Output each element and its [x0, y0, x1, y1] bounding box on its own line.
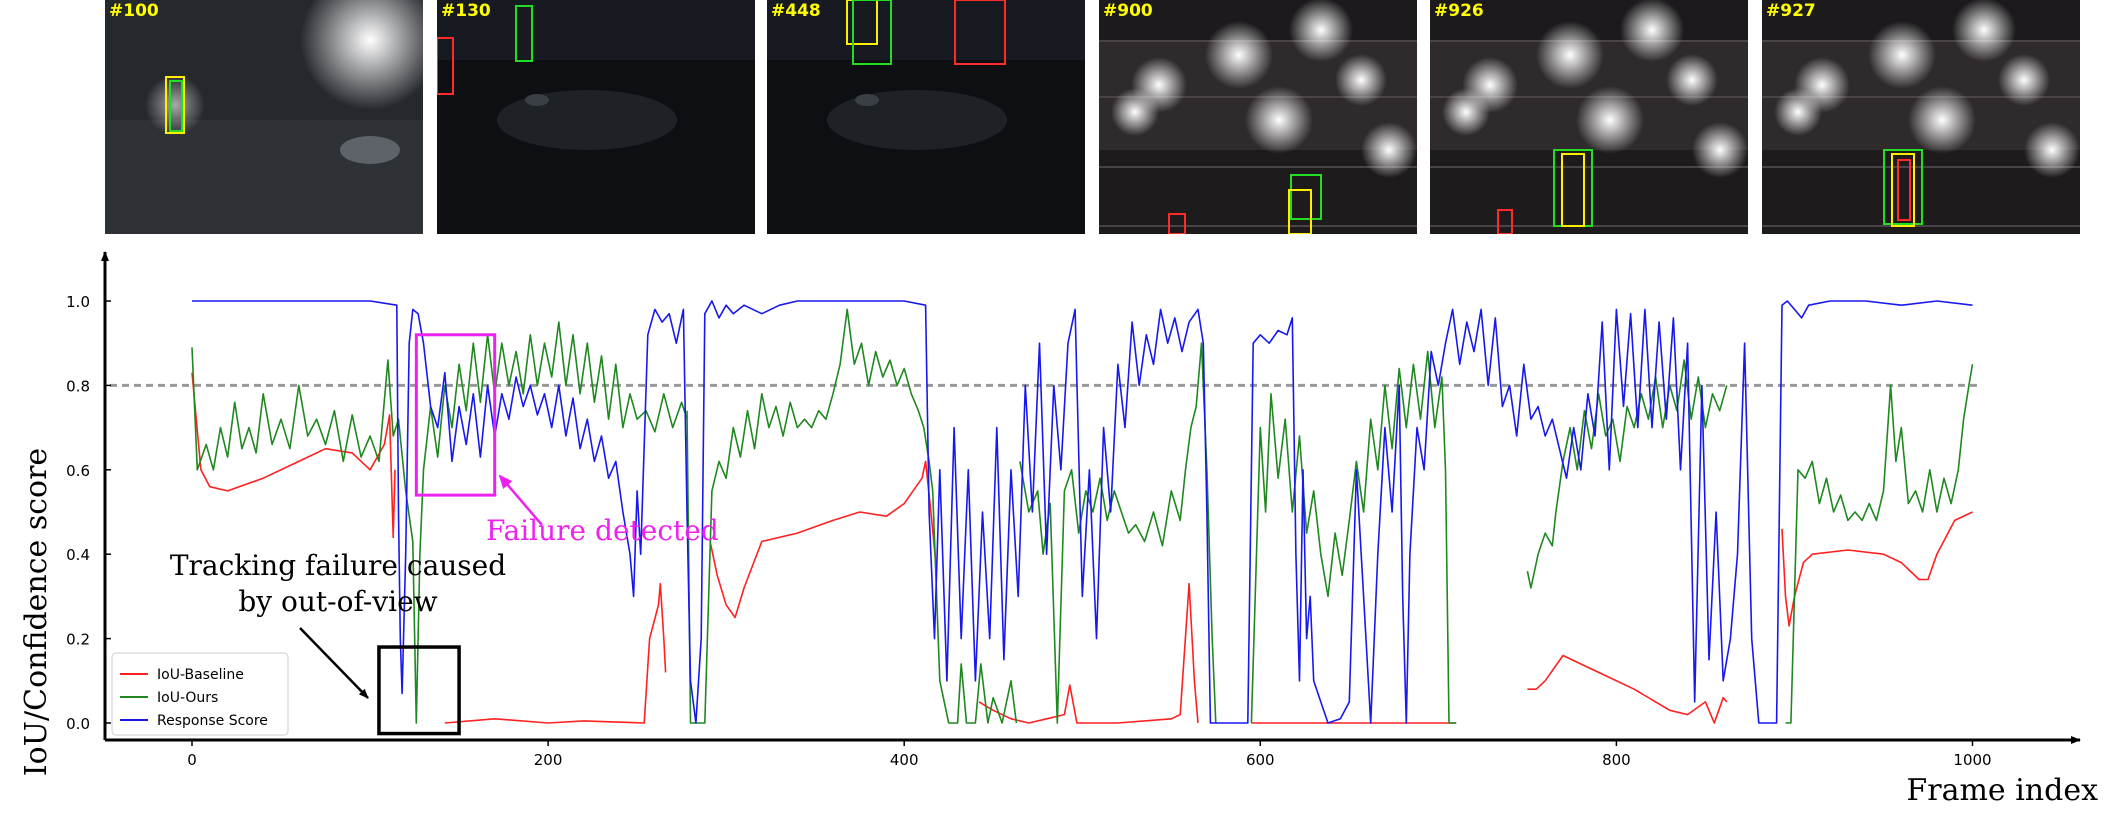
x-axis-label: Frame index — [1906, 773, 2098, 808]
iou-confidence-chart: 0.0 0.2 0.4 0.6 0.8 1.0 0 200 400 600 800 1000 Fail… — [0, 240, 2112, 828]
frame-number-label: #448 — [771, 1, 821, 21]
out-of-view-arrow — [300, 628, 368, 698]
legend-entry-label: IoU-Baseline — [157, 667, 244, 683]
legend-entry-label: IoU-Ours — [157, 690, 218, 706]
frame-number-label: #927 — [1766, 1, 1816, 21]
series-line-iou-baseline — [1782, 512, 1973, 626]
series-line-iou-baseline — [710, 461, 936, 617]
x-tick-label: 0 — [187, 751, 197, 769]
frame-number-label: #900 — [1103, 1, 1153, 21]
y-tick-label: 0.0 — [66, 715, 90, 733]
thumbnail-frame: #926 — [1430, 0, 1748, 234]
failure-detected-box — [416, 335, 494, 495]
legend: IoU-Baseline IoU-Ours Response Score — [112, 653, 288, 735]
thumbnail-frame: #100 — [105, 0, 423, 234]
thumbnail-frame: #927 — [1762, 0, 2080, 234]
y-tick-label: 0.8 — [66, 377, 90, 395]
series-line-iou-baseline — [979, 584, 1198, 723]
y-axis-label: IoU/Confidence score — [19, 448, 54, 776]
y-tick-label: 0.4 — [66, 546, 90, 564]
y-tick-label: 1.0 — [66, 293, 90, 311]
series-line-iou-baseline — [192, 373, 395, 538]
series-line-iou-ours — [1527, 360, 1726, 588]
out-of-view-box — [379, 647, 459, 734]
series-line-iou-baseline — [1527, 656, 1726, 724]
x-tick-label: 600 — [1246, 751, 1275, 769]
series-line-iou-ours — [1020, 343, 1216, 723]
frame-number-label: #926 — [1434, 1, 1484, 21]
x-tick-label: 1000 — [1953, 751, 1991, 769]
x-tick-label: 200 — [534, 751, 563, 769]
failure-detected-label: Failure detected — [486, 514, 719, 547]
y-tick-label: 0.2 — [66, 631, 90, 649]
thumbnail-frame: #448 — [767, 0, 1085, 234]
thumbnail-frame: #130 — [437, 0, 755, 234]
out-of-view-label: by out-of-view — [238, 585, 437, 618]
series-line-iou-ours — [1786, 364, 1973, 723]
frame-number-label: #130 — [441, 1, 491, 21]
frame-number-label: #100 — [109, 1, 159, 21]
out-of-view-label: Tracking failure caused — [170, 549, 506, 582]
x-tick-label: 400 — [890, 751, 919, 769]
x-tick-label: 800 — [1602, 751, 1631, 769]
legend-entry-label: Response Score — [157, 713, 268, 729]
thumbnail-frame: #900 — [1099, 0, 1417, 234]
series-line-iou-baseline — [445, 584, 666, 723]
frame-thumbnails: #100 #130 #448 #900 #926 #927 — [0, 0, 2112, 240]
tick-labels: 0.0 0.2 0.4 0.6 0.8 1.0 0 200 400 600 800 1000 — [66, 293, 1991, 769]
y-tick-label: 0.6 — [66, 462, 90, 480]
